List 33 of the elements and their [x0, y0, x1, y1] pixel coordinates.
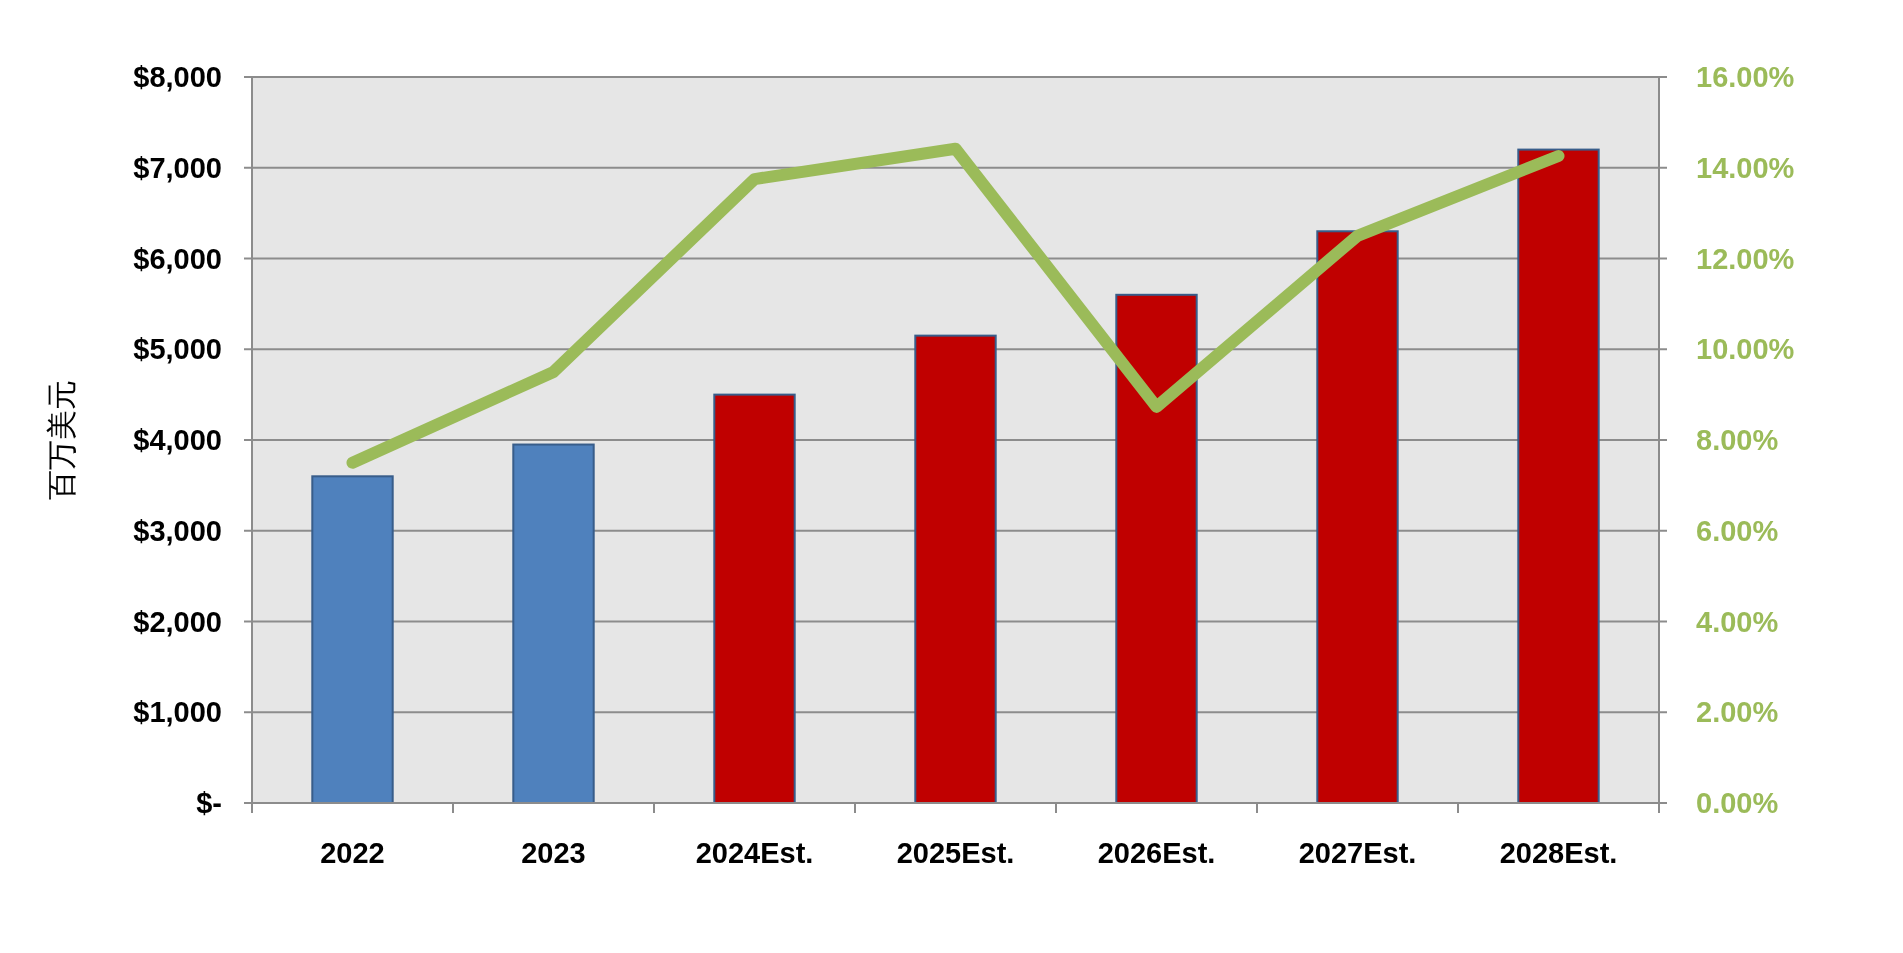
x-tick-label: 2028Est. — [1499, 837, 1618, 869]
bar — [1316, 230, 1399, 804]
bar — [512, 443, 595, 804]
y2-tick-label: 14.00% — [1696, 151, 1795, 184]
bar — [1115, 293, 1198, 804]
bar — [914, 334, 997, 804]
y2-tick-label: 16.00% — [1696, 61, 1795, 93]
y-tick-label: $6,000 — [133, 242, 222, 275]
y2-tick-label: 12.00% — [1696, 242, 1795, 275]
y-tick-label: $4,000 — [133, 424, 222, 456]
y-tick-label: $8,000 — [133, 61, 222, 93]
y2-tick-label: 0.00% — [1696, 787, 1779, 819]
y-tick-label: $1,000 — [133, 696, 222, 729]
bar — [311, 475, 394, 804]
bar — [1517, 148, 1600, 804]
x-tick-label: 2026Est. — [1097, 837, 1216, 869]
y-tick-label: $7,000 — [133, 151, 222, 184]
y2-tick-label: 10.00% — [1696, 333, 1795, 366]
x-tick-label: 2024Est. — [695, 837, 814, 869]
bar — [713, 393, 796, 804]
y-tick-label: $- — [196, 787, 222, 819]
x-tick-label: 2027Est. — [1298, 837, 1417, 869]
x-tick-label: 2022 — [320, 837, 385, 869]
y2-tick-label: 8.00% — [1696, 424, 1779, 456]
y-tick-label: $3,000 — [133, 514, 222, 547]
y2-tick-label: 6.00% — [1696, 514, 1779, 547]
x-tick-label: 2023 — [521, 837, 586, 869]
y2-tick-label: 4.00% — [1696, 605, 1779, 638]
y-axis-title: 百万美元 — [45, 380, 78, 500]
x-tick-label: 2025Est. — [896, 837, 1015, 869]
y-tick-label: $5,000 — [133, 333, 222, 366]
y-tick-label: $2,000 — [133, 605, 222, 638]
y2-tick-label: 2.00% — [1696, 696, 1779, 729]
